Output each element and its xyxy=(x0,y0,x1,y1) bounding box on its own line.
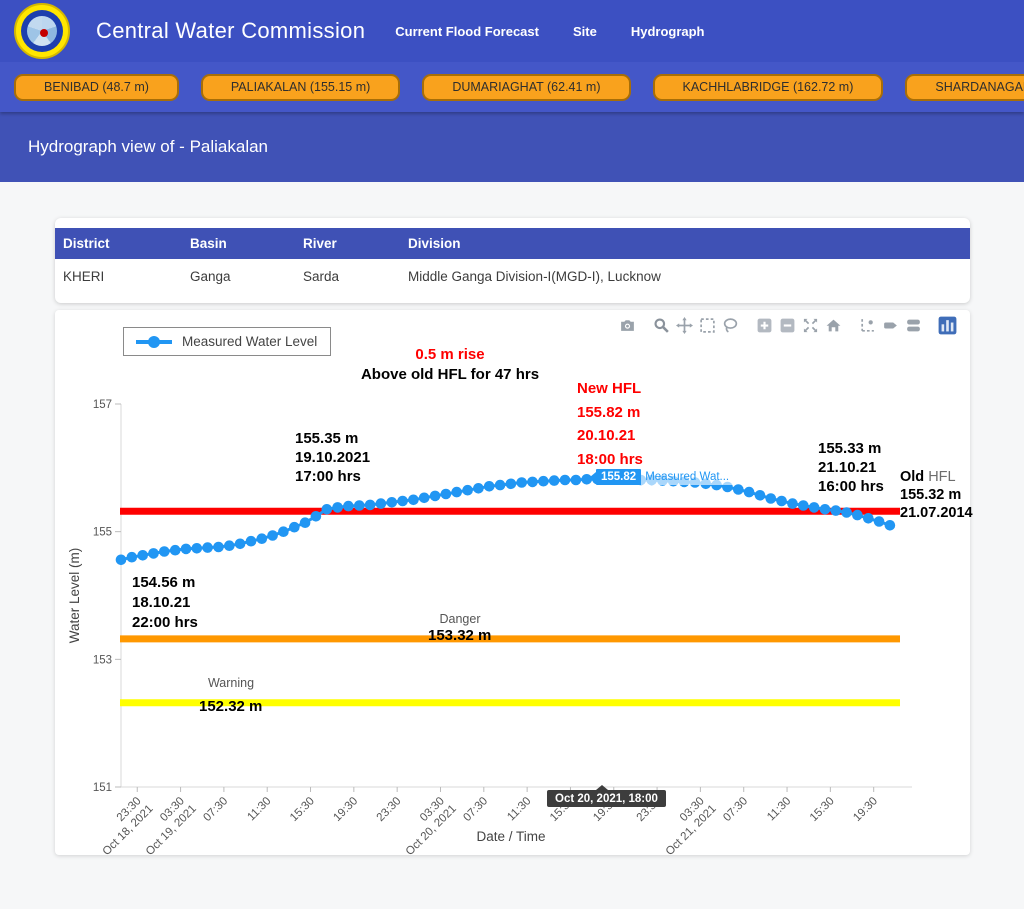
station-button-benibad[interactable]: BENIBAD (48.7 m) xyxy=(14,73,179,101)
svg-text:11:30: 11:30 xyxy=(245,795,273,823)
pan-icon[interactable] xyxy=(675,316,694,335)
svg-text:Water Level (m): Water Level (m) xyxy=(67,548,82,644)
svg-text:155: 155 xyxy=(93,527,112,539)
cell-basin: Ganga xyxy=(190,269,231,284)
svg-text:Date / Time: Date / Time xyxy=(476,829,545,844)
col-basin: Basin xyxy=(182,228,295,259)
plotly-logo-icon[interactable] xyxy=(938,316,957,335)
nav-hydrograph[interactable]: Hydrograph xyxy=(630,23,705,39)
cell-division: Middle Ganga Division-I(MGD-I), Lucknow xyxy=(408,269,661,284)
svg-text:15:30: 15:30 xyxy=(808,795,837,824)
annotation-old-hfl: Old HFL 155.32 m 21.07.2014 xyxy=(900,469,973,521)
svg-text:07:30: 07:30 xyxy=(461,795,490,824)
hydrograph-chart-card: 151 153 155 157 23:30 Oct 18, 2021 03:30 Oct 19… xyxy=(55,310,973,855)
nav-current-flood-forecast[interactable]: Current Flood Forecast xyxy=(395,23,539,39)
svg-text:15:30: 15:30 xyxy=(288,795,317,824)
col-division: Division xyxy=(400,228,970,259)
svg-text:151: 151 xyxy=(93,782,112,794)
legend-marker-icon xyxy=(136,335,172,348)
box-select-icon[interactable] xyxy=(698,316,717,335)
zoom-icon[interactable] xyxy=(652,316,671,335)
svg-text:07:30: 07:30 xyxy=(721,795,750,824)
svg-text:11:30: 11:30 xyxy=(505,795,533,823)
hover-series: Measured Wat... xyxy=(641,469,734,485)
reset-axes-home-icon[interactable] xyxy=(824,316,843,335)
table-header-row: District Basin River Division xyxy=(55,228,970,259)
plotly-modebar xyxy=(613,316,962,335)
station-button-strip: BENIBAD (48.7 m) PALIAKALAN (155.15 m) D… xyxy=(0,62,1024,112)
cell-district: KHERI xyxy=(63,269,105,284)
subtitle-bar: Hydrograph view of - Paliakalan xyxy=(0,112,1024,182)
station-button-kachhlabridge[interactable]: KACHHLABRIDGE (162.72 m) xyxy=(652,73,884,101)
autoscale-icon[interactable] xyxy=(801,316,820,335)
annotation-154-56: 154.56 m 18.10.21 22:00 hrs xyxy=(132,574,198,631)
svg-text:19:30: 19:30 xyxy=(331,795,360,824)
station-info-card: District Basin River Division KHERI Gang… xyxy=(55,218,970,303)
cwc-logo-icon xyxy=(14,3,70,59)
zoom-in-icon[interactable] xyxy=(755,316,774,335)
svg-text:11:30: 11:30 xyxy=(765,795,793,823)
warning-line-label: Warning xyxy=(207,676,255,690)
main-nav: Current Flood Forecast Site Hydrograph xyxy=(395,24,704,39)
camera-icon[interactable] xyxy=(618,316,637,335)
annotation-above-hfl: Above old HFL for 47 hrs xyxy=(360,366,540,383)
hover-closest-icon[interactable] xyxy=(881,316,900,335)
tooltip-caret-icon xyxy=(590,472,596,482)
station-button-paliakalan[interactable]: PALIAKALAN (155.15 m) xyxy=(200,73,401,101)
hover-tooltip-peak: 155.82 Measured Wat... xyxy=(590,469,734,485)
page-title: Hydrograph view of - Paliakalan xyxy=(28,137,269,156)
svg-text:153: 153 xyxy=(93,654,112,666)
toggle-spikelines-icon[interactable] xyxy=(858,316,877,335)
lasso-select-icon[interactable] xyxy=(721,316,740,335)
svg-text:157: 157 xyxy=(93,399,112,411)
station-button-dumariaghat[interactable]: DUMARIAGHAT (62.41 m) xyxy=(422,73,631,101)
zoom-out-icon[interactable] xyxy=(778,316,797,335)
chart-legend[interactable]: Measured Water Level xyxy=(123,327,332,356)
cell-river: Sarda xyxy=(303,269,340,284)
danger-line-value: 153.32 m xyxy=(428,627,492,644)
hover-compare-icon[interactable] xyxy=(904,316,923,335)
nav-site[interactable]: Site xyxy=(572,23,597,39)
warning-line-value: 152.32 m xyxy=(199,698,263,715)
annotation-new-hfl: New HFL 155.82 m 20.10.21 18:00 hrs xyxy=(577,380,643,468)
col-river: River xyxy=(295,228,400,259)
danger-line-label: Danger xyxy=(439,612,481,626)
hover-value: 155.82 xyxy=(596,469,642,485)
annotation-155-33: 155.33 m 21.10.21 16:00 hrs xyxy=(818,440,884,495)
annotation-155-35: 155.35 m 19.10.2021 17:00 hrs xyxy=(295,430,371,485)
app-title: Central Water Commission xyxy=(96,18,366,43)
svg-text:19:30: 19:30 xyxy=(851,795,880,824)
app-header: Central Water Commission Current Flood F… xyxy=(0,0,1024,62)
table-row: KHERI Ganga Sarda Middle Ganga Division-… xyxy=(55,259,970,294)
col-district: District xyxy=(55,228,182,259)
legend-label: Measured Water Level xyxy=(182,334,318,349)
station-info-table: District Basin River Division KHERI Gang… xyxy=(55,228,970,294)
station-button-shardanagar[interactable]: SHARDANAGAR (13 xyxy=(905,73,1024,101)
svg-text:23:30: 23:30 xyxy=(375,795,404,824)
hover-tooltip-xaxis: Oct 20, 2021, 18:00 xyxy=(547,785,666,807)
svg-text:07:30: 07:30 xyxy=(201,795,230,824)
annotation-rise: 0.5 m rise xyxy=(415,346,485,363)
